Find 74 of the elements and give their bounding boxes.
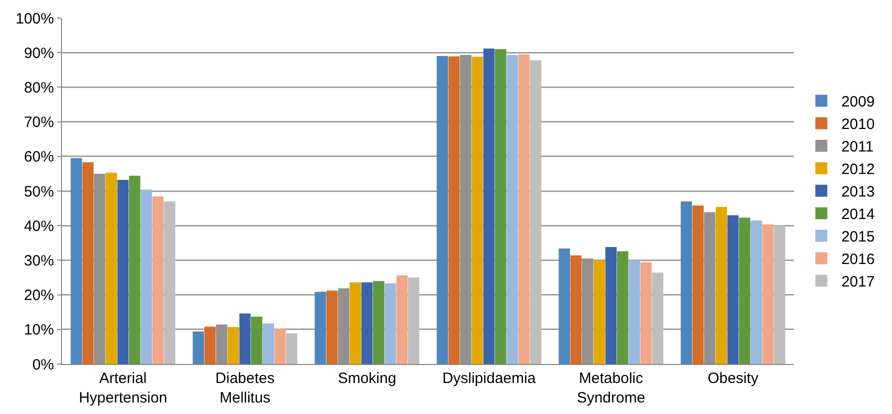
- bar: [373, 280, 384, 364]
- bar: [326, 290, 338, 364]
- y-tick-label: 20%: [24, 287, 54, 304]
- y-tick-label: 0%: [32, 356, 54, 374]
- y-tick-label: 80%: [24, 79, 54, 96]
- legend-label: 2017: [841, 274, 875, 291]
- bar: [762, 224, 774, 364]
- bar: [396, 275, 408, 364]
- x-tick-label: Smoking: [338, 370, 396, 387]
- bar: [518, 54, 530, 364]
- legend-label: 2016: [841, 251, 875, 268]
- bar: [774, 225, 786, 364]
- legend-label: 2011: [841, 138, 874, 156]
- x-tick-label: Arterial Hypertension: [78, 370, 168, 406]
- bar: [495, 49, 506, 364]
- bar: [628, 260, 640, 364]
- bar: [605, 247, 617, 364]
- bar: [228, 326, 239, 364]
- legend-label: 2013: [841, 184, 875, 201]
- bar: [314, 292, 326, 364]
- bar: [739, 218, 750, 364]
- x-tick-label: Dyslipidaemia: [442, 370, 536, 387]
- bar: [286, 333, 298, 364]
- y-tick-label: 30%: [24, 252, 54, 270]
- legend-label: 2010: [841, 116, 875, 134]
- x-tick-label: Metabolic Syndrome: [576, 370, 646, 406]
- y-tick-label: 10%: [24, 322, 54, 339]
- bar: [716, 206, 727, 364]
- bar: [692, 206, 704, 364]
- bar: [530, 60, 542, 364]
- bar: [483, 48, 495, 364]
- bar: [570, 255, 582, 364]
- bar: [117, 180, 129, 364]
- bar: [350, 282, 361, 364]
- bar: [192, 331, 204, 364]
- legend-label: 2015: [841, 228, 875, 246]
- bar: [129, 176, 140, 364]
- y-tick-label: 40%: [24, 218, 54, 235]
- y-tick-label: 90%: [24, 44, 54, 62]
- bar: [384, 283, 396, 364]
- y-tick-label: 70%: [24, 114, 54, 132]
- bar: [594, 260, 605, 364]
- bar: [680, 201, 692, 364]
- bar: [652, 272, 664, 364]
- bar: [558, 248, 570, 364]
- bar: [164, 201, 176, 364]
- bar: [152, 196, 164, 364]
- bar: [750, 220, 762, 364]
- bar: [251, 316, 262, 364]
- y-tick-label: 60%: [24, 148, 54, 166]
- bar: [617, 251, 628, 364]
- bar: [140, 190, 152, 364]
- bar: [727, 215, 739, 364]
- y-tick-label: 100%: [16, 10, 54, 28]
- bar: [204, 326, 216, 364]
- legend-label: 2009: [841, 94, 875, 111]
- legend-label: 2014: [841, 206, 875, 224]
- y-tick-label: 50%: [24, 183, 54, 200]
- bar: [436, 56, 448, 364]
- x-tick-label: Obesity: [708, 370, 759, 387]
- bar: [408, 278, 420, 364]
- bar: [448, 56, 460, 364]
- bar: [239, 313, 251, 364]
- bar: [506, 55, 518, 364]
- bar: [82, 162, 94, 364]
- legend-label: 2012: [841, 161, 875, 178]
- bar: [472, 56, 483, 364]
- bar: [106, 172, 117, 364]
- bar: [262, 324, 274, 364]
- bar: [361, 282, 373, 364]
- bar: [274, 328, 286, 364]
- bar: [70, 158, 82, 364]
- bar: [640, 262, 652, 364]
- x-tick-label: Diabetes Mellitus: [215, 370, 275, 406]
